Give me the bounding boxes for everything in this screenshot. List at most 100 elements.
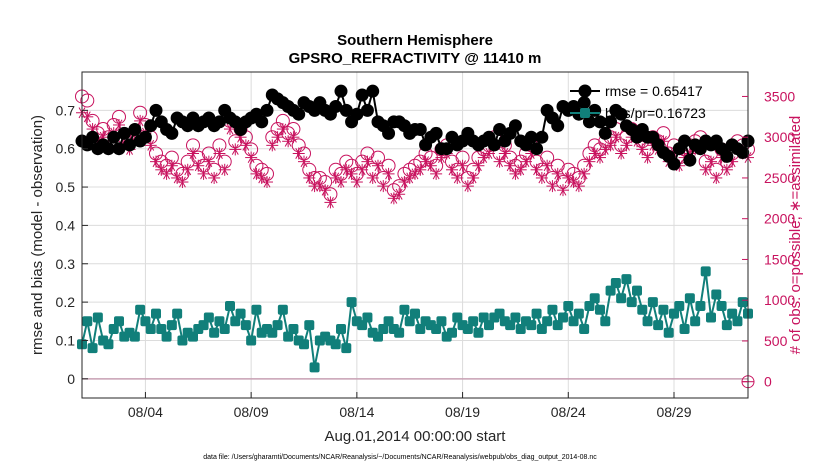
assimilated-point <box>324 196 337 209</box>
bias-point <box>399 304 410 315</box>
bias-point <box>579 323 590 334</box>
bias-point <box>642 316 653 327</box>
rmse-point <box>588 103 602 117</box>
bias-point <box>536 323 547 334</box>
assimilated-point <box>245 151 258 164</box>
bias-point <box>209 327 220 338</box>
y-axis-label-right: # of obs: o=possible; ∗=assimilated <box>787 116 804 355</box>
bias-point <box>727 308 738 319</box>
bias-point <box>267 327 278 338</box>
assimilated-point <box>271 131 284 144</box>
assimilated-point <box>446 163 458 176</box>
y-tick-label: 0.1 <box>56 332 76 348</box>
assimilated-point <box>335 176 347 189</box>
assimilated-point <box>276 123 289 136</box>
bias-point <box>309 362 320 373</box>
assimilated-point <box>504 159 517 172</box>
bias-point <box>568 316 579 327</box>
rmse-point <box>101 142 115 156</box>
assimilated-point <box>498 147 511 160</box>
bias-point <box>584 300 595 311</box>
assimilated-point <box>150 155 162 168</box>
assimilated-point <box>366 171 379 184</box>
y-right-tick-label: 3500 <box>764 88 795 104</box>
x-tick-label: 08/04 <box>128 404 163 420</box>
assimilated-point <box>620 139 633 152</box>
bias-point <box>658 304 669 315</box>
y-axis-ticks-right: 0 500 1000 1500 2000 2500 3000 3500 <box>742 88 795 390</box>
x-tick-label: 08/09 <box>234 404 269 420</box>
series-bias <box>77 266 753 373</box>
assimilated-point <box>303 171 316 184</box>
y-tick-label: 0 <box>67 371 75 387</box>
assimilated-point <box>350 176 363 189</box>
assimilated-point <box>430 167 443 180</box>
bias-point <box>151 308 161 319</box>
assimilated-point <box>393 188 406 201</box>
bias-point <box>283 331 294 342</box>
rmse-point <box>366 84 380 98</box>
bias-point <box>383 316 394 327</box>
rmse-point <box>429 126 443 140</box>
assimilated-point <box>557 184 569 197</box>
bias-point <box>610 277 621 288</box>
y-right-tick-label: 0 <box>764 374 772 390</box>
rmse-point <box>382 126 396 140</box>
y-tick-label: 0.6 <box>56 141 76 157</box>
assimilated-point <box>641 151 654 164</box>
y-right-tick-label: 1500 <box>764 251 795 267</box>
bias-point <box>552 320 563 331</box>
bias-point <box>330 339 341 350</box>
assimilated-point <box>81 110 94 123</box>
bias-point <box>103 339 114 350</box>
rmse-point <box>144 119 158 133</box>
rmse-point <box>508 119 522 133</box>
bias-point <box>542 316 553 327</box>
assimilated-point <box>414 163 427 176</box>
assimilated-point <box>160 167 173 180</box>
rmse-point <box>582 115 596 129</box>
bias-point <box>663 327 674 338</box>
rmse-point <box>339 103 353 117</box>
assimilated-point <box>292 147 305 160</box>
chart-subtitle: GPSRO_REFRACTIVITY @ 11410 m <box>289 50 542 67</box>
assimilated-point <box>636 143 649 156</box>
possible-point <box>80 93 95 108</box>
bias-point <box>336 323 346 334</box>
assimilated-point <box>266 139 279 152</box>
assimilated-point <box>710 171 723 184</box>
bias-point <box>526 320 537 331</box>
rmse-point <box>736 146 750 160</box>
assimilated-point <box>699 163 712 176</box>
assimilated-point <box>213 147 226 160</box>
bias-point <box>605 285 616 296</box>
legend-marker-bias <box>580 108 590 118</box>
bias-point <box>684 293 695 304</box>
bias-point <box>600 316 611 327</box>
assimilated-point <box>187 147 199 160</box>
bias-point <box>304 320 315 331</box>
rmse-point <box>355 88 369 102</box>
bias-point <box>679 323 690 334</box>
assimilated-point <box>578 167 591 180</box>
assimilated-point <box>456 159 469 172</box>
bias-point <box>235 308 246 319</box>
assimilated-point <box>181 163 194 176</box>
assimilated-point <box>239 139 252 152</box>
bias-point <box>494 308 505 319</box>
assimilated-point <box>615 147 628 160</box>
y-tick-label: 0.5 <box>56 179 76 195</box>
rmse-point <box>350 107 364 121</box>
x-axis-label: Aug.01,2014 00:00:00 start <box>325 428 507 445</box>
assimilated-point <box>298 155 310 168</box>
bias-point <box>357 320 368 331</box>
assimilated-point <box>382 167 395 180</box>
assimilated-point <box>229 143 242 156</box>
bias-point <box>452 312 463 323</box>
bias-point <box>299 339 309 350</box>
bias-point <box>669 308 679 319</box>
assimilated-point <box>551 167 564 180</box>
bias-point <box>240 320 251 331</box>
rmse-point <box>128 123 142 137</box>
